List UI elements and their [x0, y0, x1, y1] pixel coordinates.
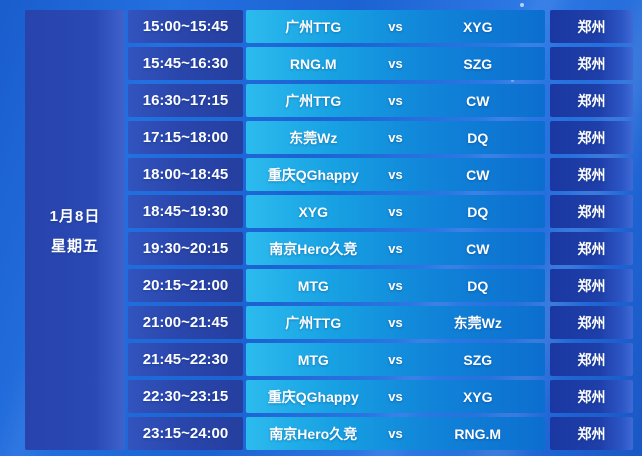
match-cell: MTG vs DQ [246, 269, 545, 302]
team1-name: 重庆QGhappy [267, 388, 359, 405]
team1-name: 广州TTG [285, 314, 342, 331]
match-time: 18:00~18:45 [128, 158, 243, 191]
date-label: 1月8日 [49, 207, 101, 225]
team2-name: SZG [463, 55, 493, 72]
match-time: 21:00~21:45 [128, 306, 243, 339]
team1-name: 南京Hero久竞 [269, 425, 358, 442]
location-cell: 郑州 [550, 380, 633, 413]
match-time: 17:15~18:00 [128, 121, 243, 154]
match-cell: 南京Hero久竞 vs RNG.M [246, 417, 545, 450]
match-time: 15:45~16:30 [128, 47, 243, 80]
team1-name: 广州TTG [285, 18, 342, 35]
schedule-row: 21:45~22:30 MTG vs SZG 郑州 [128, 343, 633, 376]
vs-label: vs [388, 204, 403, 219]
vs-label: vs [388, 389, 403, 404]
team1-name: MTG [297, 277, 329, 294]
match-cell: 重庆QGhappy vs CW [246, 158, 545, 191]
schedule-row: 18:45~19:30 XYG vs DQ 郑州 [128, 195, 633, 228]
team2-name: DQ [467, 129, 489, 146]
match-time: 21:45~22:30 [128, 343, 243, 376]
match-time: 19:30~20:15 [128, 232, 243, 265]
schedule-row: 17:15~18:00 东莞Wz vs DQ 郑州 [128, 121, 633, 154]
vs-label: vs [388, 352, 403, 367]
match-cell: 南京Hero久竞 vs CW [246, 232, 545, 265]
schedule-row: 22:30~23:15 重庆QGhappy vs XYG 郑州 [128, 380, 633, 413]
match-cell: 广州TTG vs CW [246, 84, 545, 117]
schedule-row: 19:30~20:15 南京Hero久竞 vs CW 郑州 [128, 232, 633, 265]
location-cell: 郑州 [550, 10, 633, 43]
vs-label: vs [388, 426, 403, 441]
location-cell: 郑州 [550, 343, 633, 376]
team2-name: CW [466, 240, 490, 257]
date-cell: 1月8日 星期五 [25, 10, 125, 450]
team1-name: RNG.M [289, 55, 337, 72]
team2-name: 东莞Wz [453, 314, 502, 331]
location-cell: 郑州 [550, 121, 633, 154]
team2-name: CW [466, 166, 490, 183]
location-cell: 郑州 [550, 306, 633, 339]
match-cell: MTG vs SZG [246, 343, 545, 376]
team1-name: 东莞Wz [289, 129, 338, 146]
match-time: 22:30~23:15 [128, 380, 243, 413]
particle-dot [520, 3, 524, 7]
team2-name: RNG.M [454, 425, 502, 442]
team2-name: SZG [463, 351, 493, 368]
team1-name: MTG [297, 351, 329, 368]
team1-name: 南京Hero久竞 [269, 240, 358, 257]
match-time: 16:30~17:15 [128, 84, 243, 117]
match-cell: RNG.M vs SZG [246, 47, 545, 80]
weekday-label: 星期五 [50, 237, 99, 255]
vs-label: vs [388, 19, 403, 34]
schedule-row: 20:15~21:00 MTG vs DQ 郑州 [128, 269, 633, 302]
vs-label: vs [388, 93, 403, 108]
vs-label: vs [388, 315, 403, 330]
match-time: 15:00~15:45 [128, 10, 243, 43]
schedule-row: 15:00~15:45 广州TTG vs XYG 郑州 [128, 10, 633, 43]
team2-name: XYG [462, 388, 493, 405]
match-time: 23:15~24:00 [128, 417, 243, 450]
schedule-row: 16:30~17:15 广州TTG vs CW 郑州 [128, 84, 633, 117]
match-cell: 广州TTG vs XYG [246, 10, 545, 43]
location-cell: 郑州 [550, 195, 633, 228]
vs-label: vs [388, 167, 403, 182]
schedule-rows: 15:00~15:45 广州TTG vs XYG 郑州 15:45~16:30 … [128, 10, 633, 450]
location-cell: 郑州 [550, 158, 633, 191]
vs-label: vs [388, 56, 403, 71]
team1-name: 重庆QGhappy [267, 166, 359, 183]
match-time: 18:45~19:30 [128, 195, 243, 228]
location-cell: 郑州 [550, 232, 633, 265]
team2-name: DQ [467, 203, 489, 220]
team2-name: CW [466, 92, 490, 109]
team1-name: 广州TTG [285, 92, 342, 109]
vs-label: vs [388, 278, 403, 293]
location-cell: 郑州 [550, 84, 633, 117]
location-cell: 郑州 [550, 47, 633, 80]
team2-name: XYG [462, 18, 493, 35]
schedule-row: 23:15~24:00 南京Hero久竞 vs RNG.M 郑州 [128, 417, 633, 450]
match-cell: 东莞Wz vs DQ [246, 121, 545, 154]
match-cell: 重庆QGhappy vs XYG [246, 380, 545, 413]
match-time: 20:15~21:00 [128, 269, 243, 302]
schedule-row: 15:45~16:30 RNG.M vs SZG 郑州 [128, 47, 633, 80]
vs-label: vs [388, 241, 403, 256]
team2-name: DQ [467, 277, 489, 294]
schedule-row: 21:00~21:45 广州TTG vs 东莞Wz 郑州 [128, 306, 633, 339]
match-cell: XYG vs DQ [246, 195, 545, 228]
schedule-row: 18:00~18:45 重庆QGhappy vs CW 郑州 [128, 158, 633, 191]
match-cell: 广州TTG vs 东莞Wz [246, 306, 545, 339]
team1-name: XYG [298, 203, 329, 220]
location-cell: 郑州 [550, 269, 633, 302]
location-cell: 郑州 [550, 417, 633, 450]
vs-label: vs [388, 130, 403, 145]
